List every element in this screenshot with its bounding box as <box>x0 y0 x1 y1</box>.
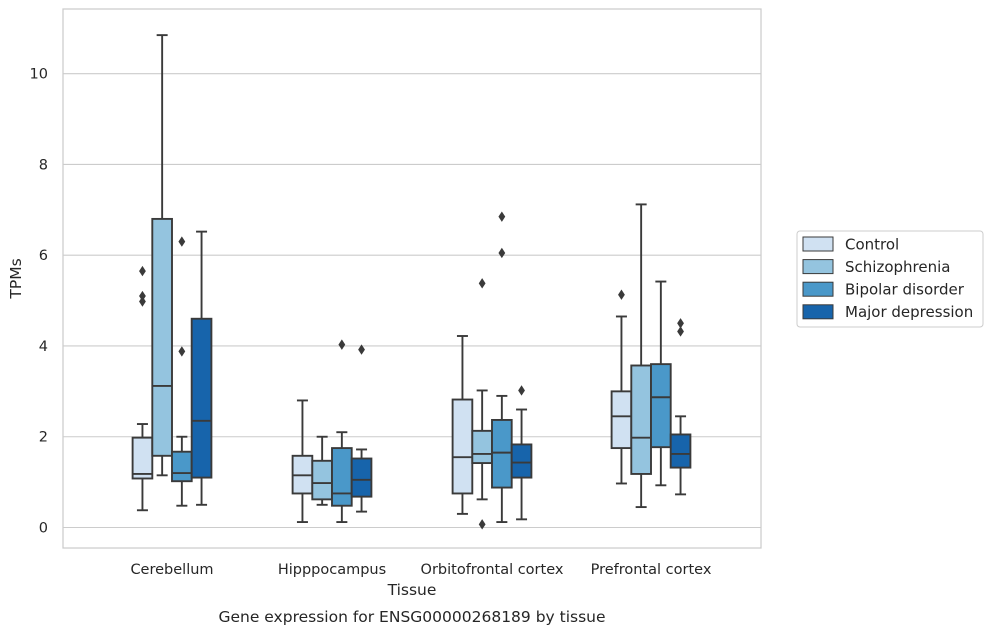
box-3-2 <box>650 280 672 487</box>
box-0-0 <box>131 265 154 512</box>
box-body <box>190 317 213 479</box>
x-tick-labels: Cerebellum Hipppocampus Orbitofrontal cort… <box>130 562 711 578</box>
legend-label: Major depression <box>845 303 973 321</box>
box-body <box>669 433 692 469</box>
box-1-3 <box>350 344 373 513</box>
chart-caption: Gene expression for ENSG00000268189 by t… <box>218 608 605 626</box>
legend: Control Schizophrenia Bipolar disorder Majo… <box>796 230 984 328</box>
outlier-point <box>178 236 186 247</box>
box-1-2 <box>331 339 353 524</box>
x-tick-label: Orbitofrontal cortex <box>421 562 564 578</box>
outlier-point <box>498 211 506 222</box>
legend-items: Control Schizophrenia Bipolar disorder Majo… <box>802 235 973 321</box>
box-3-3 <box>669 318 692 496</box>
box-0-1 <box>151 34 173 477</box>
y-tick-labels: 0 2 4 6 8 10 <box>30 67 48 537</box>
x-axis-label: Tissue <box>387 581 437 599</box>
box-body <box>311 459 333 501</box>
outlier-point <box>478 519 486 530</box>
box-body <box>131 436 154 480</box>
box-body <box>610 390 633 450</box>
box-body <box>491 418 513 489</box>
box-2-3 <box>510 385 533 521</box>
box-3-1 <box>630 203 652 509</box>
box-0-2 <box>171 236 193 507</box>
outlier-point <box>677 326 684 337</box>
outlier-point <box>498 247 506 259</box>
box-1-0 <box>291 399 314 524</box>
y-tick-label: 8 <box>39 157 48 173</box>
box-body <box>331 447 353 507</box>
y-axis-label: TPMs <box>7 258 25 299</box>
box-2-0 <box>451 335 474 515</box>
box-3-0 <box>610 289 633 485</box>
y-tick-label: 10 <box>30 67 48 83</box>
legend-frame <box>796 230 984 328</box>
legend-swatch <box>802 236 834 252</box>
outlier-point <box>478 278 486 289</box>
outlier-point <box>338 339 346 350</box>
x-tick-label: Prefrontal cortex <box>591 562 712 578</box>
legend-swatch <box>802 281 834 297</box>
outlier-point <box>139 290 146 302</box>
outlier-point <box>618 289 625 300</box>
legend-swatch <box>802 259 834 275</box>
box-body <box>510 443 533 479</box>
y-tick-label: 2 <box>39 430 48 446</box>
y-tick-label: 6 <box>39 248 48 264</box>
outlier-point <box>358 344 365 355</box>
legend-swatch <box>802 304 834 320</box>
outlier-point <box>178 346 186 357</box>
box-2-1 <box>471 278 493 530</box>
box-body <box>471 429 493 465</box>
outlier-point <box>139 265 146 277</box>
x-tick-label: Hipppocampus <box>278 562 386 578</box>
box-body <box>451 398 474 495</box>
outlier-point <box>518 385 525 396</box>
y-tick-label: 0 <box>39 521 48 537</box>
box-body <box>350 457 373 498</box>
box-body <box>650 363 672 449</box>
box-body <box>151 217 173 457</box>
outlier-point <box>139 296 146 307</box>
box-body <box>630 364 652 475</box>
legend-label: Schizophrenia <box>845 258 950 276</box>
legend-label: Bipolar disorder <box>845 281 965 299</box>
box-body <box>171 450 193 483</box>
y-tick-label: 4 <box>39 339 48 355</box>
box-0-3 <box>190 230 213 506</box>
boxes-layer <box>131 34 692 530</box>
legend-label: Control <box>845 235 899 253</box>
outlier-point <box>677 318 684 329</box>
x-tick-label: Cerebellum <box>130 562 213 578</box>
